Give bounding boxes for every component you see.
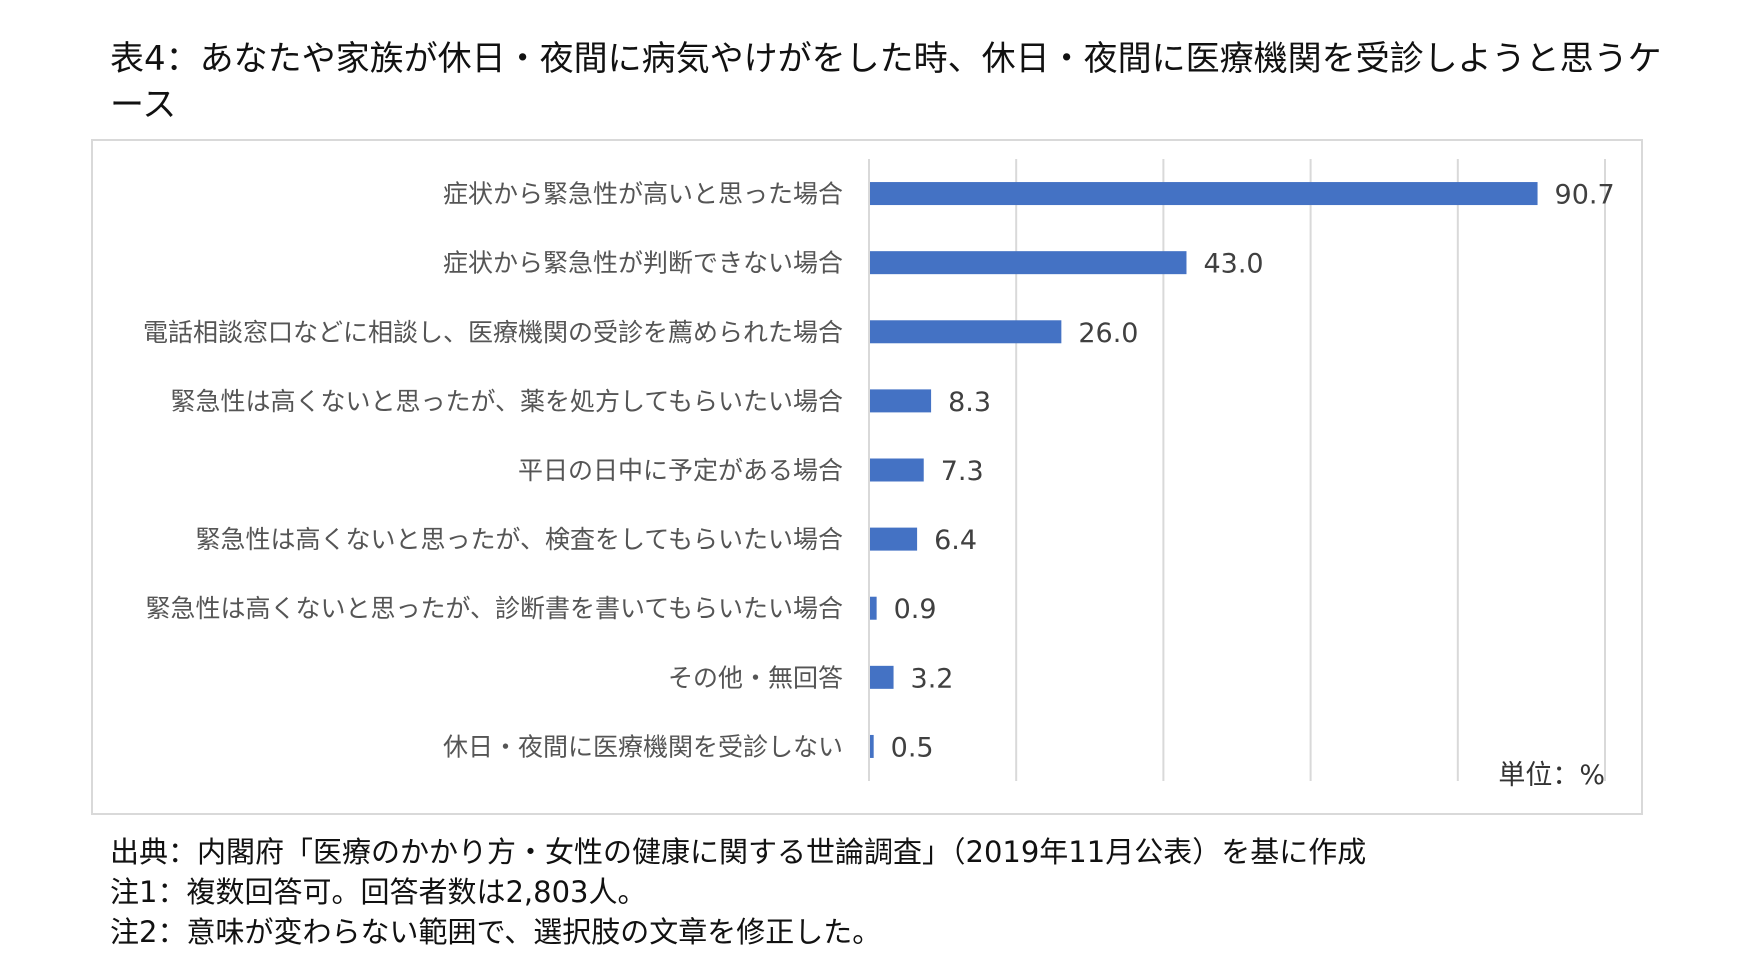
value-label: 8.3 (948, 387, 991, 418)
value-label: 6.4 (934, 525, 977, 556)
bar (870, 458, 924, 482)
category-label: 症状から緊急性が判断できない場合 (443, 249, 843, 278)
bar (870, 596, 877, 620)
bar (870, 665, 894, 689)
chart-frame: 症状から緊急性が高いと思った場合 症状から緊急性が判断できない場合電話相談窓口など… (91, 139, 1643, 815)
category-label: 緊急性は高くないと思ったが、診断書を書いてもらいたい場合 (145, 594, 843, 623)
note-1: 注1：複数回答可。回答者数は2,803人。 (110, 875, 647, 909)
category-label: 緊急性は高くないと思ったが、薬を処方してもらいたい場合 (170, 387, 843, 416)
category-label: 症状から緊急性が高いと思った場合 (443, 180, 843, 209)
bar (870, 527, 918, 551)
bar (870, 182, 1538, 206)
bar (870, 389, 932, 413)
category-labels: 症状から緊急性が高いと思った場合症状から緊急性が判断できない場合電話相談窓口など… (143, 180, 843, 762)
bar (870, 734, 874, 758)
value-label: 90.7 (1555, 180, 1615, 211)
notes: 出典：内閣府「医療のかかり方・女性の健康に関する世論調査」（2019年11月公表… (110, 832, 1366, 952)
category-label: 電話相談窓口などに相談し、医療機関の受診を薦められた場合 (143, 318, 843, 347)
category-label: 休日・夜間に医療機関を受診しない (443, 732, 843, 761)
note-2: 注2：意味が変わらない範囲で、選択肢の文章を修正した。 (110, 915, 882, 949)
note-source: 出典：内閣府「医療のかかり方・女性の健康に関する世論調査」（2019年11月公表… (110, 835, 1367, 869)
value-labels: 90.7 43.0 26.0 8.3 7.3 6.4 0.9 3.2 0.5 (891, 180, 1615, 764)
bar-chart: 症状から緊急性が高いと思った場合症状から緊急性が判断できない場合電話相談窓口など… (143, 159, 1615, 791)
value-label: 43.0 (1203, 249, 1263, 280)
category-label: 緊急性は高くないと思ったが、検査をしてもらいたい場合 (195, 525, 843, 554)
bars (870, 182, 1538, 758)
category-label: 平日の日中に予定がある場合 (518, 456, 843, 485)
value-label: 26.0 (1078, 318, 1138, 349)
chart-title: 表4：あなたや家族が休日・夜間に病気やけがをした時、休日・夜間に医療機関を受診し… (110, 39, 1662, 125)
bar (870, 251, 1187, 275)
category-label: その他・無回答 (668, 663, 843, 692)
value-label: 7.3 (941, 456, 984, 487)
value-label: 0.5 (891, 732, 934, 763)
bar (870, 320, 1062, 344)
unit-label: 単位：% (1498, 760, 1605, 791)
value-label: 0.9 (894, 594, 937, 625)
value-label: 3.2 (911, 663, 954, 694)
